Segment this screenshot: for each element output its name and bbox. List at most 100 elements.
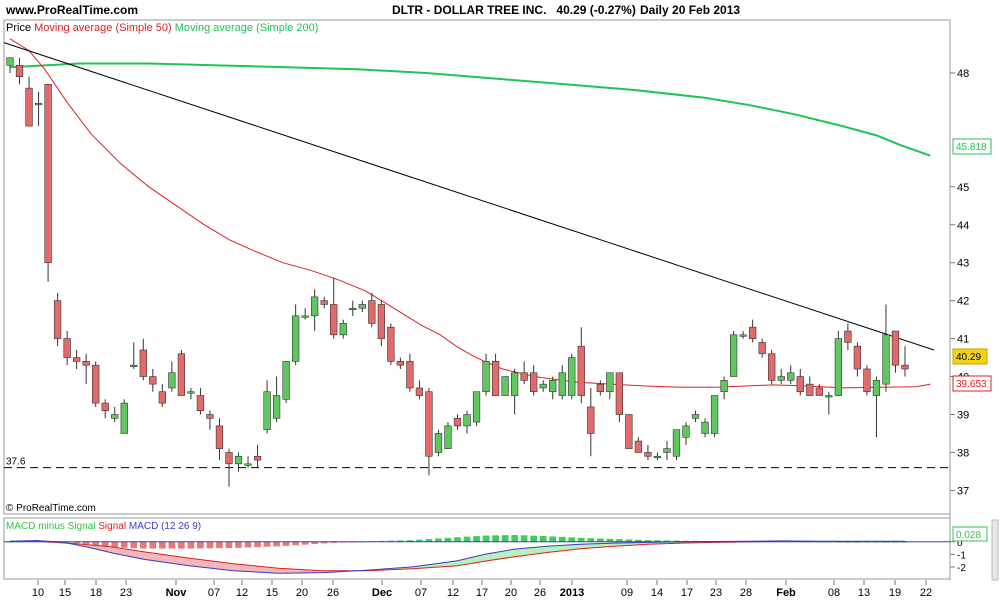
ma200-tag: 45.818 xyxy=(952,138,992,155)
macd-hist-bar xyxy=(301,541,309,545)
y-tick-label: 38 xyxy=(957,447,969,459)
macd-fill-segment xyxy=(171,555,176,564)
macd-hist-bar xyxy=(254,541,261,548)
macd-fill-segment xyxy=(587,543,592,549)
macd-hist-bar xyxy=(111,541,119,548)
macd-fill-segment xyxy=(564,544,570,551)
candle xyxy=(587,387,595,457)
candle-body xyxy=(187,391,195,394)
macd-fill-segment xyxy=(269,567,275,573)
candle xyxy=(187,387,195,400)
candle xyxy=(120,399,128,434)
macd-fill-segment xyxy=(233,563,239,571)
candle xyxy=(215,418,224,461)
candle xyxy=(196,387,205,415)
macd-hist-bar xyxy=(235,541,242,548)
macd-fill-segment xyxy=(117,547,122,555)
macd-hist-bar xyxy=(244,541,252,548)
candle-body xyxy=(406,361,414,389)
candle-body xyxy=(368,300,376,324)
candle xyxy=(491,353,500,396)
macd-hist-bar xyxy=(197,541,204,549)
macd-fill-segment xyxy=(457,559,462,566)
candle xyxy=(15,57,24,85)
candle xyxy=(882,304,890,392)
watermark: © ProRealTime.com xyxy=(6,503,96,514)
candle-body xyxy=(111,414,119,419)
macd-fill-segment xyxy=(493,552,498,560)
x-tick-label: 20 xyxy=(296,587,308,599)
candle-body xyxy=(206,414,214,419)
candle xyxy=(282,361,290,404)
candle xyxy=(234,452,243,472)
candle-body xyxy=(196,395,205,412)
macd-fill-segment xyxy=(189,558,194,567)
candle-body xyxy=(158,391,166,404)
macd-panel xyxy=(3,517,951,580)
macd-fill-segment xyxy=(502,550,507,559)
x-tick-label: 26 xyxy=(327,587,339,599)
macd-hist-bar xyxy=(130,541,138,549)
macd-hist-bar xyxy=(482,535,490,542)
macd-fill-segment xyxy=(555,545,561,552)
candle xyxy=(549,376,557,400)
candle-body xyxy=(577,345,585,396)
candle xyxy=(777,368,785,385)
macd-fill-segment xyxy=(112,547,118,555)
x-tick-label: 09 xyxy=(621,587,633,599)
candle xyxy=(92,361,100,407)
candle xyxy=(720,376,728,400)
macd-hist-bar xyxy=(577,537,585,542)
x-tick-label: 12 xyxy=(447,587,459,599)
candle xyxy=(891,330,900,373)
macd-fill-segment xyxy=(506,549,512,558)
candle xyxy=(701,418,709,438)
macd-fill-segment xyxy=(488,552,494,561)
macd-hist-bar xyxy=(273,541,280,547)
candle-body xyxy=(6,57,14,66)
candle-body xyxy=(625,414,633,449)
x-tick-label: 19 xyxy=(889,587,901,599)
scrollbar[interactable] xyxy=(991,519,999,581)
svg-text:0.028: 0.028 xyxy=(956,530,981,541)
macd-hist-bar xyxy=(606,538,614,542)
trend-line xyxy=(3,42,935,351)
candle-body xyxy=(149,376,157,385)
macd-fill-segment xyxy=(569,544,574,550)
candle xyxy=(482,353,490,396)
x-tick-label: Feb xyxy=(776,587,796,599)
candle-body xyxy=(101,402,109,412)
macd-hist-bar xyxy=(501,535,509,542)
macd-hist-bar xyxy=(587,538,595,542)
x-tick-label: 10 xyxy=(32,587,44,599)
macd-hist-bar xyxy=(549,536,557,542)
candle-body xyxy=(882,334,890,385)
candle-body xyxy=(510,372,519,396)
candle-body xyxy=(558,372,566,396)
x-tick-label: 26 xyxy=(534,587,546,599)
x-tick-label: 17 xyxy=(681,587,693,599)
candle xyxy=(368,293,376,328)
x-tick-label: 15 xyxy=(266,587,278,599)
candle xyxy=(320,296,328,309)
macd-fill-segment xyxy=(166,555,172,564)
candle-body xyxy=(853,345,862,370)
macd-fill-segment xyxy=(515,548,521,557)
candle xyxy=(25,76,33,127)
candle-body xyxy=(453,418,462,427)
macd-fill-segment xyxy=(470,556,476,564)
y-tick-label: 44 xyxy=(957,220,969,232)
macd-fill-segment xyxy=(162,554,167,563)
candle-body xyxy=(749,326,757,339)
y-tick-label: 37 xyxy=(957,485,969,497)
candle-body xyxy=(796,376,804,393)
svg-text:45.818: 45.818 xyxy=(956,142,987,153)
candle-body xyxy=(15,65,24,78)
candle-body xyxy=(634,440,643,453)
macd-hist-bar xyxy=(520,535,528,542)
macd-fill-segment xyxy=(242,564,248,572)
candle-body xyxy=(139,349,147,377)
candle-body xyxy=(606,372,614,393)
site-name[interactable]: www.ProRealTime.com xyxy=(6,3,139,17)
